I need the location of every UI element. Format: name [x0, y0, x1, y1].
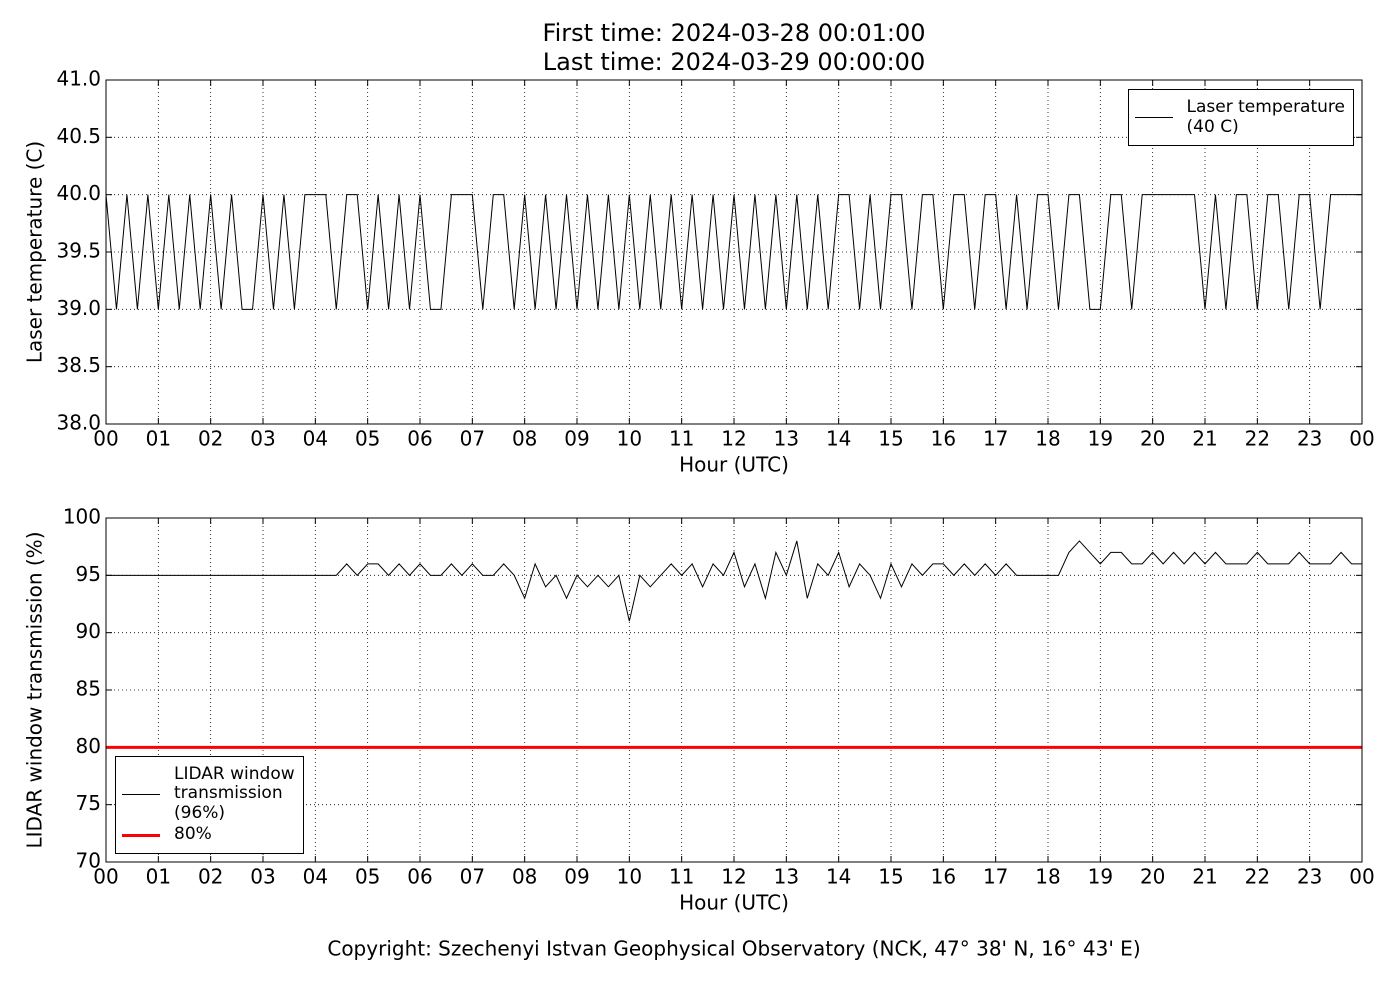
y-axis-label: LIDAR window transmission (%): [23, 532, 47, 849]
legend-swatch: [122, 833, 160, 837]
x-tick-label: 01: [146, 865, 171, 889]
x-tick-label: 22: [1245, 427, 1270, 451]
y-tick-label: 39.5: [56, 239, 101, 263]
x-tick-label: 03: [250, 865, 275, 889]
legend-swatch: [1134, 117, 1173, 119]
y-tick-label: 80: [76, 734, 101, 758]
x-tick-label: 12: [721, 427, 746, 451]
y-tick-label: 39.0: [56, 296, 101, 320]
legend-label: LIDAR window transmission (96%): [174, 763, 295, 823]
y-tick-label: 70: [76, 849, 101, 873]
x-tick-label: 03: [250, 427, 275, 451]
y-tick-label: 41.0: [56, 67, 101, 91]
x-tick-label: 19: [1088, 865, 1113, 889]
plot-frame: [105, 517, 1363, 863]
x-tick-label: 01: [146, 427, 171, 451]
legend-label: Laser temperature (40 C): [1186, 97, 1345, 137]
y-tick-label: 40.5: [56, 124, 101, 148]
y-tick-label: 75: [76, 791, 101, 815]
x-tick-label: 09: [564, 865, 589, 889]
x-tick-label: 02: [198, 865, 223, 889]
x-tick-label: 17: [983, 427, 1008, 451]
footer: Copyright: Szechenyi Istvan Geophysical …: [327, 937, 1140, 961]
x-tick-label: 14: [826, 865, 851, 889]
y-tick-label: 90: [76, 619, 101, 643]
x-tick-label: 06: [407, 427, 432, 451]
x-tick-label: 20: [1140, 427, 1165, 451]
y-tick-label: 85: [76, 677, 101, 701]
x-tick-label: 14: [826, 427, 851, 451]
x-tick-label: 00: [93, 865, 118, 889]
legend-entry: Laser temperature (40 C): [1134, 97, 1345, 137]
plot-frame: [105, 79, 1363, 425]
x-tick-label: 07: [460, 427, 485, 451]
x-axis-label: Hour (UTC): [679, 453, 789, 477]
x-tick-label: 18: [1035, 427, 1060, 451]
x-tick-label: 16: [931, 427, 956, 451]
x-tick-label: 20: [1140, 865, 1165, 889]
legend-entry: LIDAR window transmission (96%): [122, 763, 295, 824]
x-tick-label: 15: [878, 865, 903, 889]
x-tick-label: 19: [1088, 427, 1113, 451]
legend-entry: 80%: [122, 825, 295, 845]
x-tick-label: 09: [564, 427, 589, 451]
x-tick-label: 17: [983, 865, 1008, 889]
x-tick-label: 04: [303, 427, 328, 451]
x-tick-label: 06: [407, 865, 432, 889]
y-tick-label: 40.0: [56, 181, 101, 205]
y-tick-label: 38.0: [56, 411, 101, 435]
x-tick-label: 02: [198, 427, 223, 451]
x-tick-label: 22: [1245, 865, 1270, 889]
y-tick-label: 95: [76, 562, 101, 586]
chart-title: First time: 2024-03-28 00:01:00: [543, 19, 926, 47]
x-tick-label: 16: [931, 865, 956, 889]
legend-label: 80%: [174, 824, 212, 845]
x-tick-label: 21: [1192, 865, 1217, 889]
legend: LIDAR window transmission (96%) 80%: [115, 755, 304, 854]
x-tick-label: 21: [1192, 427, 1217, 451]
legend: Laser temperature (40 C): [1127, 89, 1354, 147]
x-tick-label: 10: [617, 865, 642, 889]
series-line: [106, 540, 1362, 622]
x-tick-label: 18: [1035, 865, 1060, 889]
x-tick-label: 00: [1349, 865, 1374, 889]
x-tick-label: 15: [878, 427, 903, 451]
x-tick-label: 13: [774, 427, 799, 451]
legend-swatch: [122, 793, 160, 795]
x-tick-label: 07: [460, 865, 485, 889]
x-tick-label: 13: [774, 865, 799, 889]
x-axis-label: Hour (UTC): [679, 891, 789, 915]
x-tick-label: 23: [1297, 865, 1322, 889]
y-tick-label: 100: [63, 505, 101, 529]
x-tick-label: 11: [669, 427, 694, 451]
x-tick-label: 12: [721, 865, 746, 889]
x-tick-label: 05: [355, 427, 380, 451]
x-tick-label: 04: [303, 865, 328, 889]
x-tick-label: 23: [1297, 427, 1322, 451]
y-tick-label: 38.5: [56, 353, 101, 377]
x-tick-label: 10: [617, 427, 642, 451]
x-tick-label: 00: [1349, 427, 1374, 451]
y-axis-label: Laser temperature (C): [23, 141, 47, 363]
series-line: [105, 194, 1362, 310]
chart-subtitle: Last time: 2024-03-29 00:00:00: [543, 48, 925, 76]
x-tick-label: 11: [669, 865, 694, 889]
x-tick-label: 08: [512, 865, 537, 889]
x-tick-label: 05: [355, 865, 380, 889]
x-tick-label: 08: [512, 427, 537, 451]
x-tick-label: 00: [93, 427, 118, 451]
